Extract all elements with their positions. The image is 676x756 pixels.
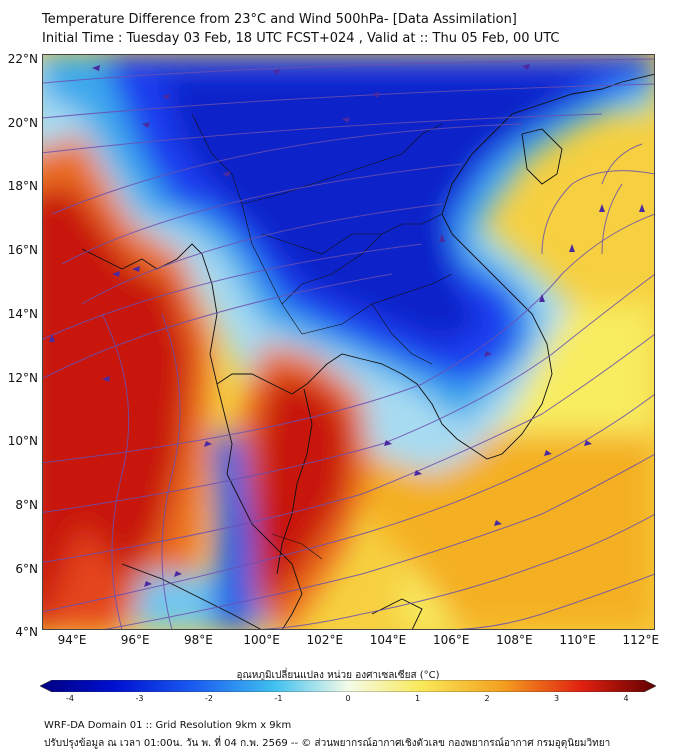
longitude-tick-label: 108°E: [496, 633, 533, 647]
colorbar-title: อุณหภูมิเปลี่ยนแปลง หน่วย องศาเซลเซียส (…: [236, 670, 440, 681]
colorbar-tick-label: 4: [623, 694, 629, 703]
latitude-tick-label: 16°N: [7, 243, 38, 258]
colorbar-tick-label: 3: [553, 694, 560, 703]
latitude-tick-label: 22°N: [7, 52, 38, 66]
colorbar-tick-label: 2: [484, 694, 490, 703]
longitude-tick-label: 104°E: [369, 633, 407, 647]
latitude-tick-label: 12°N: [7, 370, 38, 385]
footer-model-info: WRF-DA Domain 01 :: Grid Resolution 9km …: [44, 720, 292, 731]
temperature-colorbar: [40, 680, 656, 692]
longitude-tick-label: 100°E: [243, 633, 280, 647]
colorbar-tick-label: 1: [414, 694, 421, 703]
longitude-tick-label: 112°E: [622, 633, 660, 647]
latitude-tick-label: 20°N: [7, 115, 38, 130]
map-title-line-1: Temperature Difference from 23°C and Win…: [42, 12, 517, 27]
longitude-tick-label: 98°E: [183, 633, 213, 647]
colorbar-tick-label: -3: [135, 694, 144, 703]
latitude-tick-label: 14°N: [7, 306, 38, 321]
colorbar-tick-label: 0: [345, 694, 351, 703]
latitude-tick-label: 8°N: [15, 497, 38, 512]
longitude-tick-label: 102°E: [306, 633, 344, 647]
latitude-tick-label: 6°N: [15, 561, 38, 576]
latitude-tick-label: 18°N: [7, 179, 38, 194]
map-title-line-2: Initial Time : Tuesday 03 Feb, 18 UTC FC…: [42, 31, 560, 46]
coastlines: [81, 73, 655, 630]
footer-update-info: ปรับปรุงข้อมูล ณ เวลา 01:00น. วัน พ. ที่…: [44, 738, 611, 749]
colorbar-tick-label: -1: [274, 694, 283, 703]
latitude-tick-label: 4°N: [15, 625, 38, 640]
country-borders: [191, 113, 453, 560]
longitude-tick-label: 94°E: [57, 633, 87, 647]
temperature-wind-map[interactable]: [42, 54, 655, 630]
longitude-tick-label: 106°E: [432, 633, 470, 647]
latitude-tick-label: 10°N: [7, 434, 38, 449]
longitude-tick-label: 96°E: [120, 633, 150, 647]
wind-arrows: [49, 64, 645, 587]
colorbar-tick-label: -2: [205, 694, 213, 703]
map-frame: [42, 54, 655, 630]
colorbar-tick-label: -4: [66, 694, 74, 703]
longitude-tick-label: 110°E: [559, 633, 596, 647]
